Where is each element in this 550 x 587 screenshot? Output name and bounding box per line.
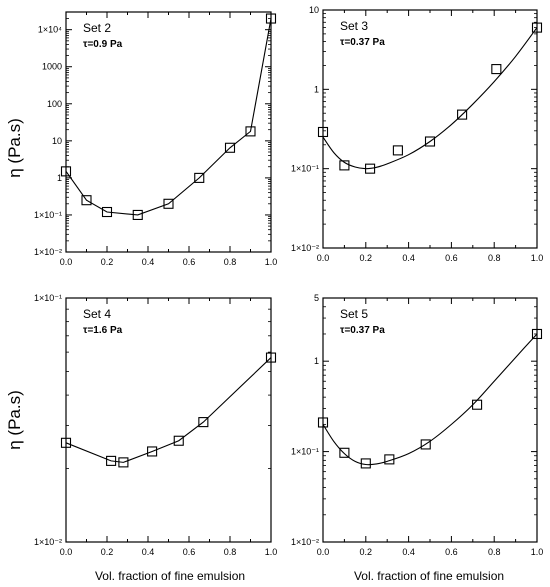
x-tick-label: 0.4 — [402, 547, 415, 557]
x-tick-label: 0.2 — [360, 253, 373, 263]
x-tick-label: 0.0 — [60, 257, 73, 267]
data-point — [265, 352, 277, 363]
x-tick-label: 0.2 — [101, 547, 114, 557]
series-line — [322, 27, 538, 170]
data-point — [424, 136, 436, 147]
x-tick-label: 0.0 — [317, 547, 330, 557]
x-axis-title-right: Vol. fraction of fine emulsion — [354, 569, 504, 583]
stress-label: τ=0.9 Pa — [83, 39, 123, 50]
y-tick-label: 1×10⁻¹ — [34, 210, 62, 220]
x-tick-label: 1.0 — [265, 547, 278, 557]
data-point — [420, 439, 431, 450]
y-tick-label: 1×10⁻¹ — [291, 164, 319, 174]
x-axis-title-left: Vol. fraction of fine emulsion — [95, 569, 245, 583]
stress-label: τ=1.6 Pa — [83, 325, 123, 336]
y-axis-title-bottom: η (Pa.s) — [5, 390, 24, 450]
data-point — [392, 145, 403, 156]
data-point — [224, 142, 236, 153]
data-point — [317, 417, 329, 428]
y-tick-label: 1×10⁻¹ — [291, 447, 319, 457]
y-tick-label: 1 — [57, 173, 62, 183]
data-point — [173, 435, 184, 446]
x-tick-label: 0.4 — [402, 253, 415, 263]
x-tick-label: 0.6 — [445, 253, 458, 263]
set-label: Set 4 — [83, 307, 111, 321]
x-tick-label: 1.0 — [531, 253, 544, 263]
x-tick-label: 0.8 — [224, 547, 237, 557]
panel-set-5: 0.0 0.2 0.4 0.6 0.8 1.0 1×10⁻² 1×10⁻¹ 1 5 Set 5 τ=0… — [291, 293, 543, 557]
y-axis-title-top: η (Pa.s) — [5, 118, 24, 178]
data-point — [365, 163, 376, 174]
data-point — [147, 446, 158, 457]
series-line — [65, 357, 272, 463]
x-tick-label: 1.0 — [531, 547, 544, 557]
y-tick-label: 1×10⁻² — [291, 537, 319, 547]
x-tick-label: 0.6 — [183, 257, 196, 267]
y-tick-label: 1×10⁻² — [34, 247, 62, 257]
y-tick-label: 1 — [314, 356, 319, 366]
x-tick-label: 0.8 — [488, 547, 501, 557]
data-point — [194, 172, 205, 183]
x-tick-label: 0.6 — [183, 547, 196, 557]
series-line — [322, 333, 538, 466]
stress-label: τ=0.37 Pa — [340, 37, 385, 48]
x-tick-label: 0.0 — [317, 253, 330, 263]
data-point — [163, 198, 174, 209]
panel-set-3: 0.0 0.2 0.4 0.6 0.8 1.0 1×10⁻² 1×10⁻¹ 1 10 Set 3 τ=… — [291, 5, 543, 263]
data-point — [81, 195, 92, 206]
data-point — [472, 399, 483, 410]
set-label: Set 5 — [340, 307, 368, 321]
data-point — [531, 328, 543, 340]
x-tick-label: 0.4 — [142, 257, 155, 267]
set-label: Set 2 — [83, 21, 111, 35]
y-tick-label: 1×10⁴ — [38, 25, 62, 35]
data-point — [198, 417, 209, 428]
y-tick-label: 1×10⁻¹ — [34, 293, 62, 303]
x-tick-label: 1.0 — [265, 257, 278, 267]
y-tick-label: 1000 — [42, 62, 62, 72]
data-point — [531, 22, 543, 33]
x-tick-label: 0.4 — [142, 547, 155, 557]
y-tick-label: 10 — [52, 136, 62, 146]
data-point — [491, 64, 502, 75]
set-label: Set 3 — [340, 19, 368, 33]
data-point — [339, 447, 350, 458]
y-tick-label: 10 — [309, 5, 319, 15]
data-point — [245, 126, 256, 137]
data-point — [132, 209, 143, 220]
data-point — [60, 437, 72, 448]
x-tick-label: 0.6 — [445, 547, 458, 557]
data-point — [101, 206, 113, 218]
panel-set-4: 0.0 0.2 0.4 0.6 0.8 1.0 1×10⁻² 1×10⁻¹ Set 4 τ=1.6… — [34, 293, 277, 557]
y-tick-label: 100 — [47, 99, 62, 109]
data-point — [339, 160, 350, 171]
y-tick-label: 1 — [314, 84, 319, 94]
x-tick-label: 0.2 — [101, 257, 114, 267]
y-tick-label: 5 — [314, 293, 319, 303]
data-point — [265, 13, 277, 24]
panel-set-2: 0.0 0.2 0.4 0.6 0.8 1.0 1×10⁻² 1×10⁻¹ 1 10 100 1000… — [34, 11, 278, 267]
data-point — [384, 454, 395, 465]
series-line — [65, 18, 272, 216]
data-point — [360, 458, 371, 469]
stress-label: τ=0.37 Pa — [340, 325, 385, 336]
y-tick-label: 1×10⁻² — [291, 243, 319, 253]
data-point — [118, 457, 129, 468]
data-point — [106, 455, 117, 466]
y-tick-label: 1×10⁻² — [34, 537, 62, 547]
data-point — [457, 109, 468, 120]
x-tick-label: 0.0 — [60, 547, 73, 557]
data-point — [317, 126, 329, 138]
x-tick-label: 0.8 — [488, 253, 501, 263]
x-tick-label: 0.8 — [224, 257, 237, 267]
data-point — [60, 166, 72, 177]
x-tick-label: 0.2 — [360, 547, 373, 557]
